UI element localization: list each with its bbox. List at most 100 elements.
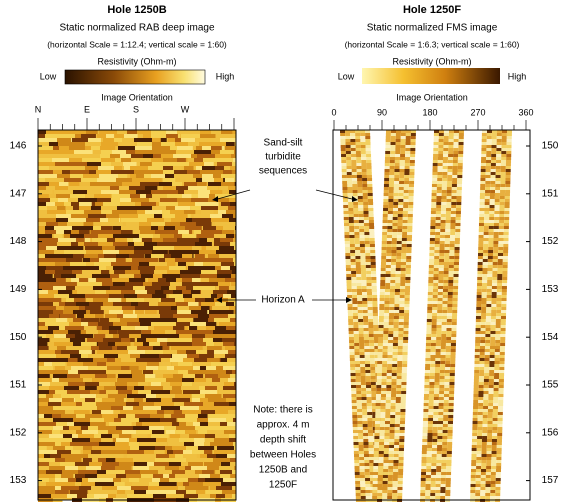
image-texture (361, 277, 367, 280)
image-texture (435, 214, 441, 217)
image-texture (485, 181, 491, 184)
image-texture (426, 472, 432, 475)
image-texture (161, 406, 194, 410)
image-texture (440, 484, 446, 487)
image-texture (395, 271, 401, 274)
image-texture (437, 433, 443, 436)
image-texture (489, 196, 495, 199)
image-texture (479, 211, 485, 214)
image-texture (354, 349, 360, 352)
image-texture (372, 310, 378, 313)
image-texture (342, 193, 348, 196)
image-texture (405, 148, 411, 151)
image-texture (226, 302, 236, 306)
image-texture (431, 457, 437, 460)
image-texture (362, 418, 368, 421)
depth-label: 151 (542, 188, 559, 199)
image-texture (398, 472, 404, 475)
image-texture (153, 274, 163, 278)
image-texture (379, 295, 385, 298)
image-texture (213, 458, 236, 462)
image-texture (385, 154, 391, 157)
image-texture (399, 169, 405, 172)
image-texture (438, 415, 444, 418)
image-texture (344, 244, 350, 247)
image-texture (383, 325, 389, 328)
image-texture (368, 448, 374, 451)
image-texture (448, 142, 454, 145)
image-texture (45, 230, 62, 234)
image-texture (364, 238, 370, 241)
image-texture (438, 271, 444, 274)
image-texture (391, 262, 397, 265)
image-texture (231, 274, 236, 278)
image-texture (344, 229, 350, 232)
image-texture (360, 262, 366, 265)
image-texture (359, 226, 365, 229)
image-texture (485, 178, 491, 181)
image-texture (361, 172, 367, 175)
image-texture (494, 220, 500, 223)
image-texture (493, 406, 499, 409)
image-texture (484, 220, 490, 223)
image-texture (434, 382, 440, 385)
image-texture (159, 362, 172, 366)
image-texture (355, 151, 361, 154)
image-texture (494, 214, 500, 217)
image-texture (431, 199, 437, 202)
image-texture (66, 346, 100, 350)
image-texture (411, 130, 416, 133)
image-texture (369, 454, 375, 457)
image-texture (351, 277, 357, 280)
image-texture (355, 268, 361, 271)
image-texture (431, 448, 437, 451)
image-texture (431, 340, 437, 343)
image-texture (425, 487, 431, 490)
image-texture (181, 134, 215, 138)
image-texture (368, 433, 374, 436)
image-texture (477, 415, 483, 418)
image-texture (103, 182, 132, 186)
image-texture (86, 218, 114, 222)
image-texture (489, 349, 495, 352)
image-texture (378, 334, 384, 337)
image-texture (381, 394, 387, 397)
image-texture (393, 448, 399, 451)
image-texture (482, 409, 488, 412)
image-texture (341, 163, 347, 166)
image-texture (436, 199, 442, 202)
image-texture (38, 258, 59, 262)
image-texture (433, 274, 439, 277)
image-texture (429, 253, 435, 256)
image-texture (174, 246, 209, 250)
image-texture (500, 169, 506, 172)
image-texture (438, 139, 444, 142)
image-texture (488, 388, 494, 391)
image-texture (349, 223, 355, 226)
image-texture (126, 402, 152, 406)
image-texture (366, 172, 372, 175)
image-texture (409, 181, 415, 184)
image-texture (394, 292, 400, 295)
image-texture (378, 469, 384, 472)
image-texture (478, 406, 484, 409)
image-texture (381, 391, 387, 394)
image-texture (432, 292, 438, 295)
image-texture (356, 157, 362, 160)
image-texture (234, 246, 236, 250)
image-texture (153, 370, 169, 374)
image-texture (492, 259, 498, 262)
image-texture (434, 370, 440, 373)
image-texture (443, 148, 449, 151)
image-texture (38, 134, 51, 138)
image-texture (353, 316, 359, 319)
image-texture (471, 466, 477, 469)
image-texture (425, 484, 431, 487)
image-texture (387, 475, 393, 478)
image-texture (38, 410, 68, 414)
image-texture (435, 355, 441, 358)
orientation-tick-label: 0 (331, 107, 336, 117)
image-texture (194, 150, 222, 154)
image-texture (350, 139, 356, 142)
image-texture (57, 206, 66, 210)
